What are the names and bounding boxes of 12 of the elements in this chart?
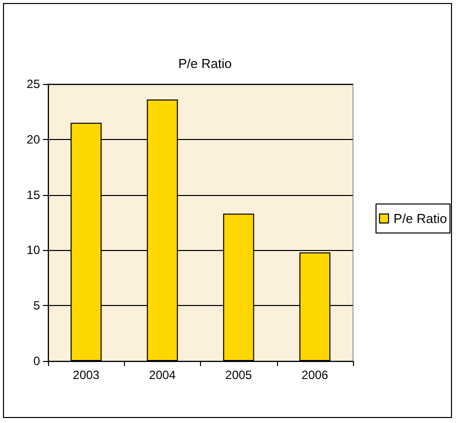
chart-title: P/e Ratio [178,56,232,71]
x-tick-label: 2005 [225,368,252,382]
y-tick-label: 0 [33,354,40,368]
y-tick-label: 20 [26,132,40,146]
legend-label: P/e Ratio [394,211,448,226]
x-tick-label: 2006 [302,368,329,382]
y-tick-label: 10 [26,243,40,258]
y-tick-label: 25 [26,77,40,91]
y-tick-label: 5 [33,298,40,313]
x-tick-label: 2003 [72,368,100,382]
x-tick-label: 2004 [149,368,176,382]
y-tick-label: 15 [26,188,40,202]
